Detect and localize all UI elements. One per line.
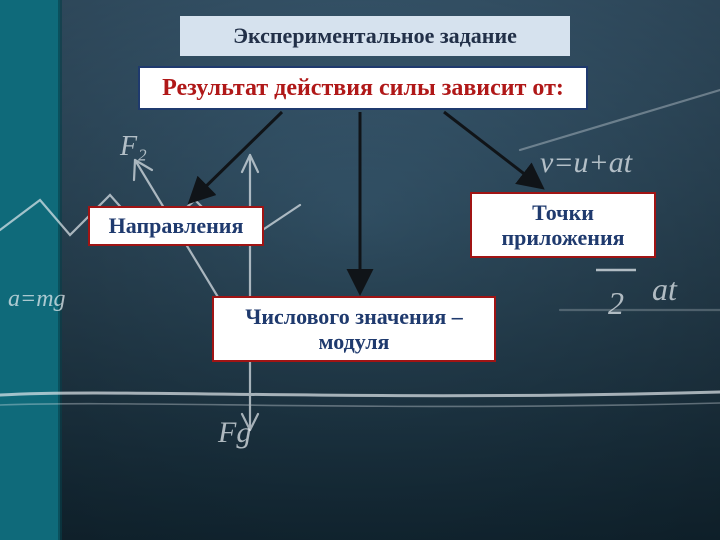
child-point-text: Точки приложения [482,200,644,251]
root-node: Результат действия силы зависит от: [138,66,588,110]
child-magnitude-text: Числового значения – модуля [224,304,484,355]
diagram-stage: F₂ Fg v=u+at 1 2 at a=mg Экспериментальн… [0,0,720,540]
title-banner: Экспериментальное задание [180,16,570,56]
child-direction: Направления [88,206,264,246]
root-node-text: Результат действия силы зависит от: [162,75,564,102]
child-point: Точки приложения [470,192,656,258]
child-direction-text: Направления [109,213,244,238]
title-text: Экспериментальное задание [233,23,517,49]
child-magnitude: Числового значения – модуля [212,296,496,362]
